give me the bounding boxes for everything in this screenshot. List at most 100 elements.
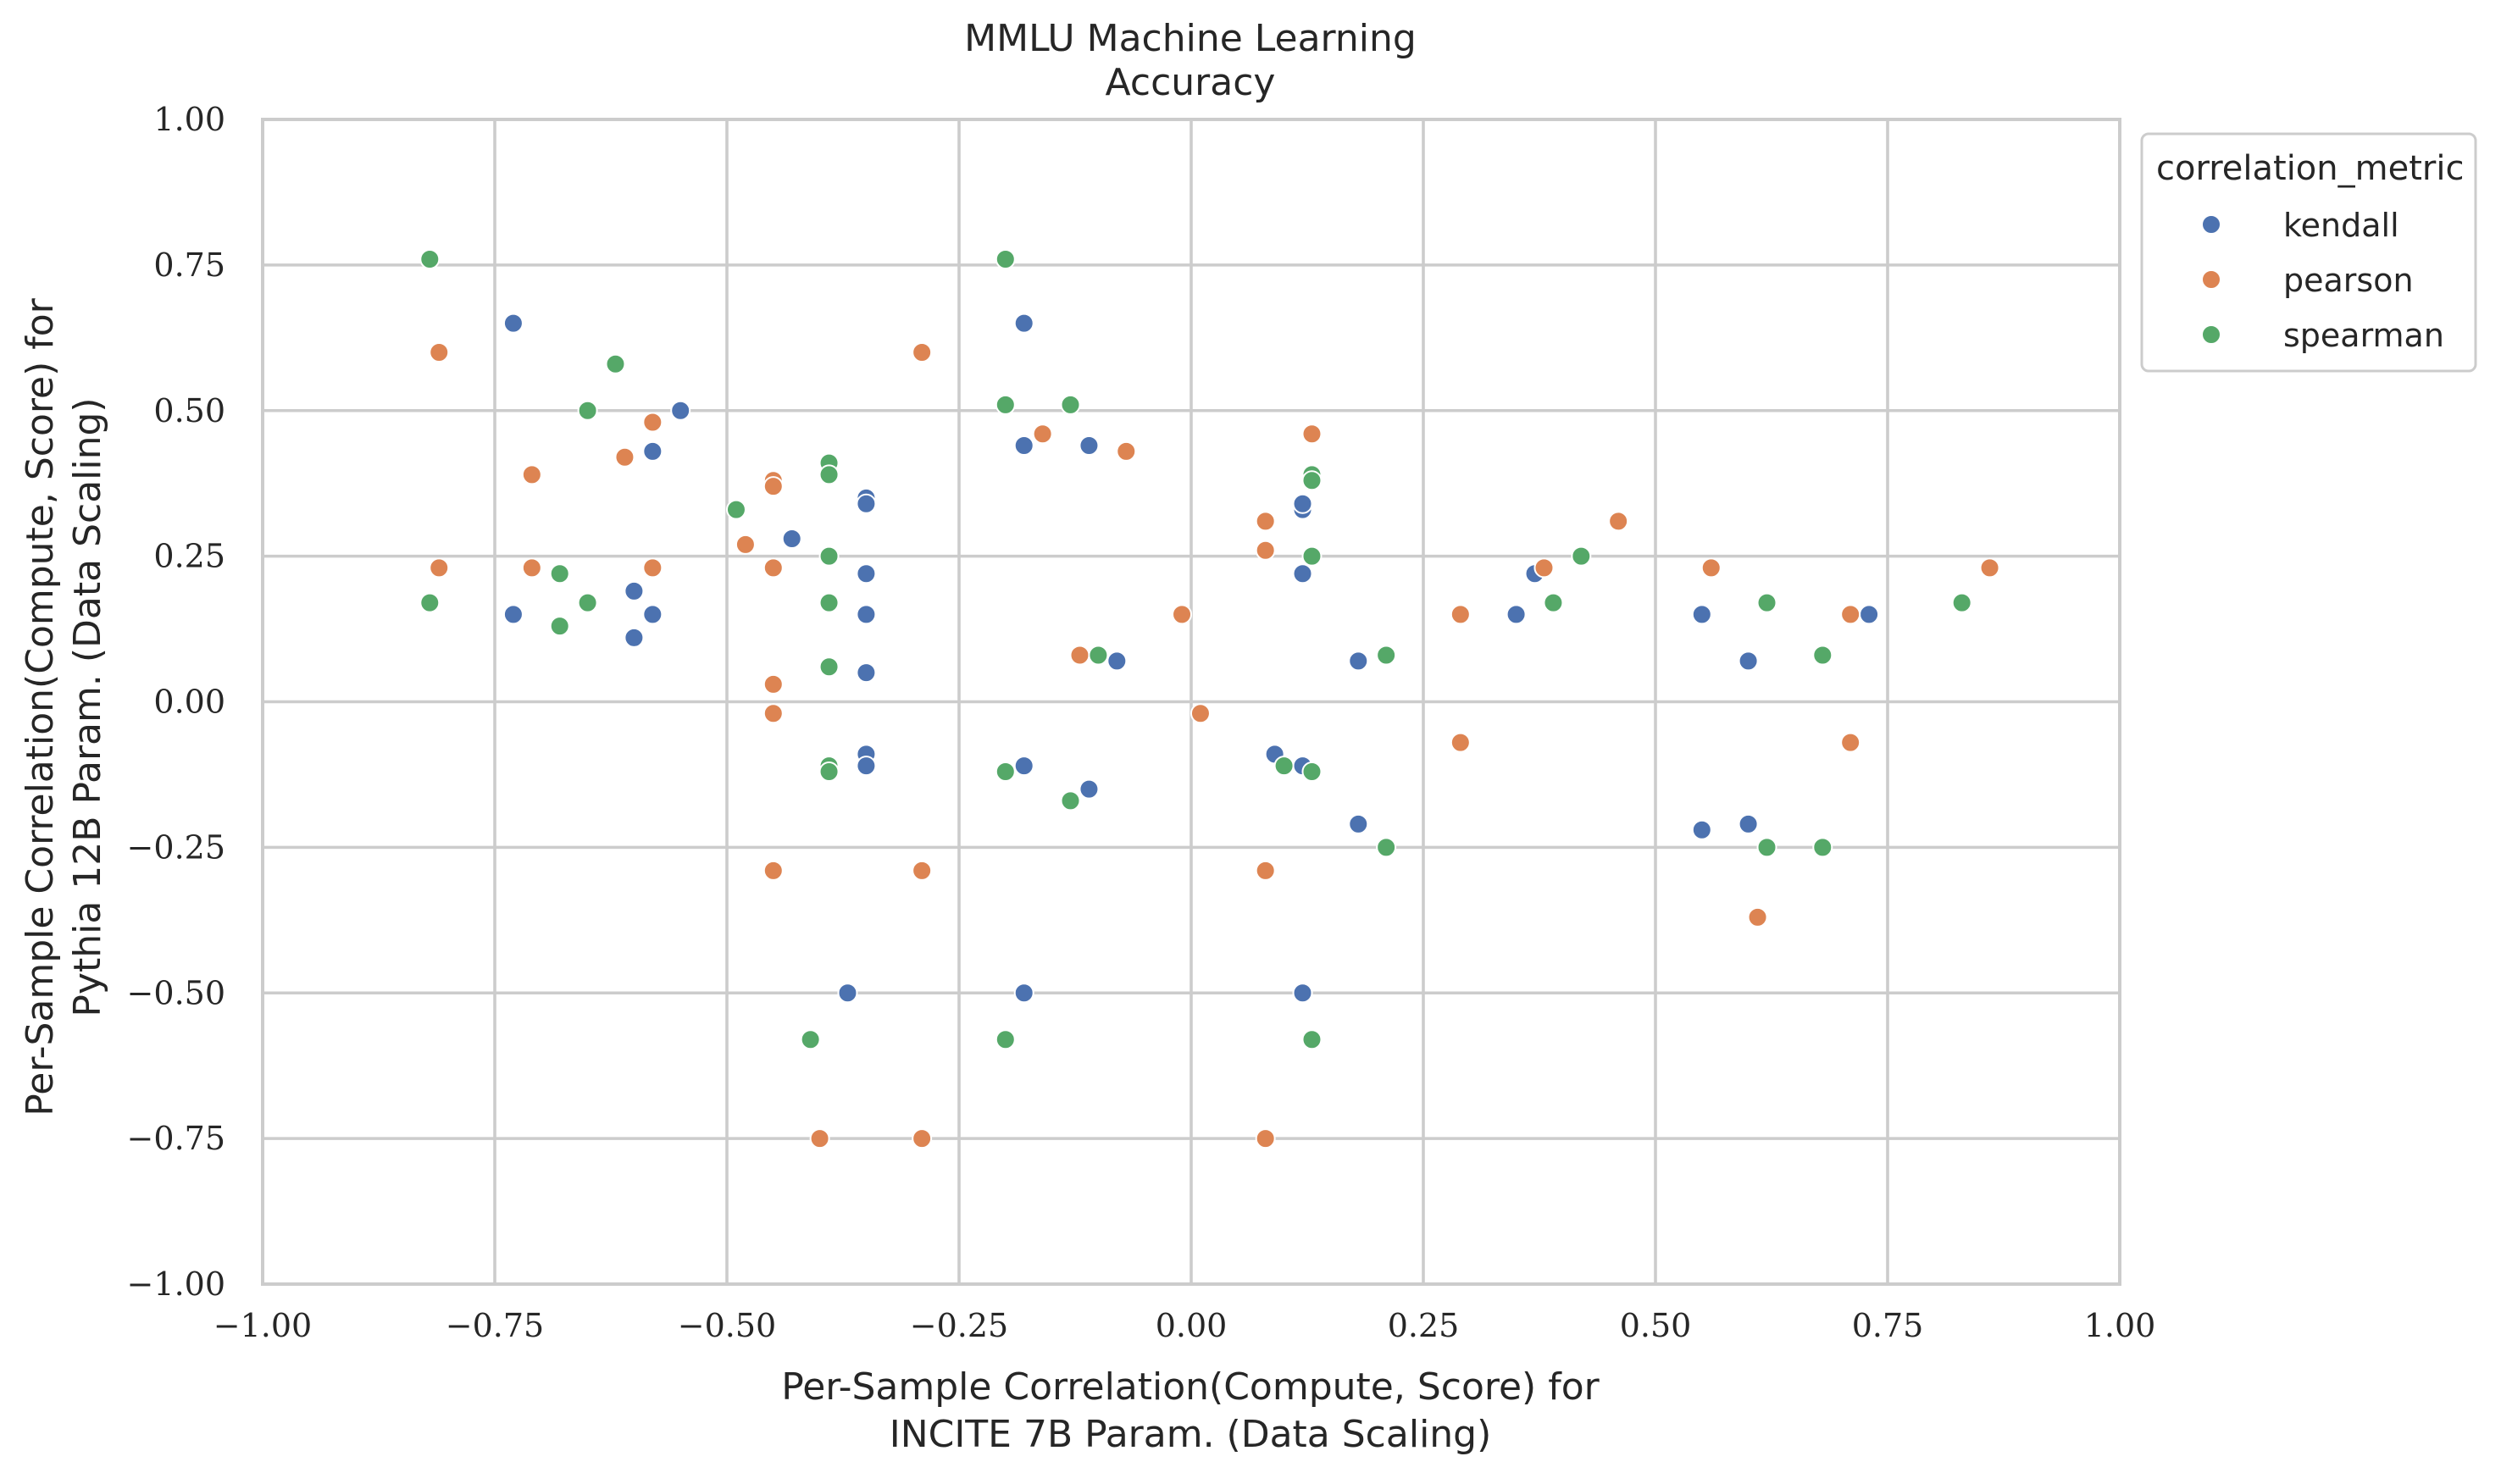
data-point-spearman bbox=[1951, 592, 1972, 613]
data-point-pearson bbox=[1840, 604, 1861, 625]
legend-marker-pearson bbox=[2201, 269, 2221, 290]
data-point-pearson bbox=[1450, 732, 1471, 753]
data-point-spearman bbox=[1376, 837, 1397, 858]
data-point-pearson bbox=[912, 1128, 933, 1149]
data-point-spearman bbox=[818, 545, 840, 567]
data-point-pearson bbox=[912, 342, 933, 363]
legend-label-kendall: kendall bbox=[2283, 207, 2399, 244]
data-point-spearman bbox=[419, 592, 441, 613]
data-point-kendall bbox=[1859, 604, 1880, 625]
data-point-kendall bbox=[856, 493, 877, 514]
y-tick-label: −0.50 bbox=[127, 974, 225, 1011]
data-point-pearson bbox=[762, 557, 784, 579]
data-point-spearman bbox=[995, 1029, 1016, 1050]
data-point-pearson bbox=[642, 557, 663, 579]
data-point-spearman bbox=[577, 400, 598, 421]
y-tick-label: 0.00 bbox=[153, 684, 225, 721]
data-point-pearson bbox=[762, 673, 784, 695]
y-tick-label: −0.25 bbox=[127, 828, 225, 866]
chart-title: MMLU Machine Learning Accuracy bbox=[964, 17, 1417, 104]
y-axis-label-line-2: Pythia 12B Param. (Data Scaling) bbox=[66, 397, 109, 1016]
x-tick-label: −0.50 bbox=[678, 1307, 776, 1344]
data-point-spearman bbox=[1060, 790, 1081, 811]
data-point-kendall bbox=[1079, 435, 1100, 456]
data-point-pearson bbox=[912, 860, 933, 881]
data-point-pearson bbox=[1979, 557, 2000, 579]
x-tick-label: −0.25 bbox=[910, 1307, 1008, 1344]
data-point-spearman bbox=[1301, 470, 1323, 491]
data-point-pearson bbox=[1747, 906, 1768, 928]
data-point-pearson bbox=[762, 476, 784, 497]
data-point-kendall bbox=[1292, 493, 1313, 514]
data-point-pearson bbox=[1255, 860, 1276, 881]
data-point-spearman bbox=[818, 761, 840, 782]
data-point-kendall bbox=[624, 627, 645, 648]
x-tick-label: 0.25 bbox=[1388, 1307, 1460, 1344]
data-point-kendall bbox=[1106, 651, 1128, 672]
data-point-kendall bbox=[837, 983, 858, 1004]
data-point-kendall bbox=[1292, 563, 1313, 584]
chart-title-line-1: MMLU Machine Learning bbox=[964, 17, 1417, 60]
data-point-pearson bbox=[762, 860, 784, 881]
data-point-pearson bbox=[1840, 732, 1861, 753]
data-point-pearson bbox=[1255, 1128, 1276, 1149]
x-tick-label: 1.00 bbox=[2084, 1307, 2156, 1344]
data-point-pearson bbox=[1255, 540, 1276, 561]
data-point-kendall bbox=[1506, 604, 1527, 625]
tick-labels: −1.00 −0.75 −0.50 −0.25 0.00 0.25 0.50 0.75 1.00… bbox=[127, 101, 2156, 1344]
x-tick-label: 0.50 bbox=[1620, 1307, 1692, 1344]
data-point-kendall bbox=[1348, 651, 1369, 672]
y-tick-label: −0.75 bbox=[127, 1120, 225, 1157]
legend-label-spearman: spearman bbox=[2283, 317, 2444, 354]
data-point-kendall bbox=[856, 604, 877, 625]
data-point-pearson bbox=[642, 412, 663, 433]
chart-title-line-2: Accuracy bbox=[1106, 61, 1276, 104]
data-point-spearman bbox=[605, 353, 626, 374]
data-point-spearman bbox=[1812, 645, 1833, 666]
data-point-pearson bbox=[1255, 511, 1276, 532]
data-point-pearson bbox=[1301, 424, 1323, 445]
data-point-pearson bbox=[429, 557, 450, 579]
data-point-kendall bbox=[856, 756, 877, 777]
data-point-spearman bbox=[995, 394, 1016, 415]
legend: correlation_metric kendall pearson spear… bbox=[2140, 132, 2477, 373]
data-point-spearman bbox=[549, 563, 570, 584]
legend-title: correlation_metric bbox=[2156, 149, 2464, 188]
data-point-pearson bbox=[1533, 557, 1555, 579]
data-point-kendall bbox=[502, 313, 524, 334]
x-tick-label: 0.75 bbox=[1852, 1307, 1924, 1344]
x-axis-label-line-2: INCITE 7B Param. (Data Scaling) bbox=[890, 1413, 1492, 1456]
data-point-pearson bbox=[1069, 645, 1090, 666]
data-point-pearson bbox=[1450, 604, 1471, 625]
x-axis-label-line-1: Per-Sample Correlation(Compute, Score) f… bbox=[781, 1365, 1600, 1409]
plot-frame bbox=[261, 118, 2121, 1286]
data-point-pearson bbox=[1032, 424, 1053, 445]
data-point-spearman bbox=[1301, 761, 1323, 782]
data-point-spearman bbox=[818, 464, 840, 485]
data-point-kendall bbox=[1013, 756, 1034, 777]
y-axis-label: Per-Sample Correlation(Compute, Score) f… bbox=[19, 297, 109, 1116]
data-point-pearson bbox=[1608, 511, 1629, 532]
y-tick-label: 0.25 bbox=[153, 538, 225, 575]
data-point-kendall bbox=[1013, 435, 1034, 456]
data-point-kendall bbox=[856, 563, 877, 584]
data-point-kendall bbox=[670, 400, 691, 421]
data-point-kendall bbox=[1079, 778, 1100, 800]
y-tick-label: 1.00 bbox=[153, 101, 225, 138]
data-point-spearman bbox=[800, 1029, 821, 1050]
legend-label-pearson: pearson bbox=[2283, 262, 2414, 299]
legend-marker-spearman bbox=[2201, 324, 2221, 345]
data-point-spearman bbox=[818, 592, 840, 613]
data-point-kendall bbox=[1013, 313, 1034, 334]
data-point-pearson bbox=[1172, 604, 1193, 625]
data-point-pearson bbox=[1116, 440, 1137, 462]
data-point-spearman bbox=[1088, 645, 1109, 666]
data-point-pearson bbox=[521, 557, 542, 579]
data-point-spearman bbox=[549, 616, 570, 637]
data-point-pearson bbox=[1700, 557, 1722, 579]
data-point-pearson bbox=[1190, 703, 1211, 724]
data-point-kendall bbox=[1691, 604, 1712, 625]
data-point-pearson bbox=[809, 1128, 830, 1149]
data-point-spearman bbox=[1756, 592, 1777, 613]
